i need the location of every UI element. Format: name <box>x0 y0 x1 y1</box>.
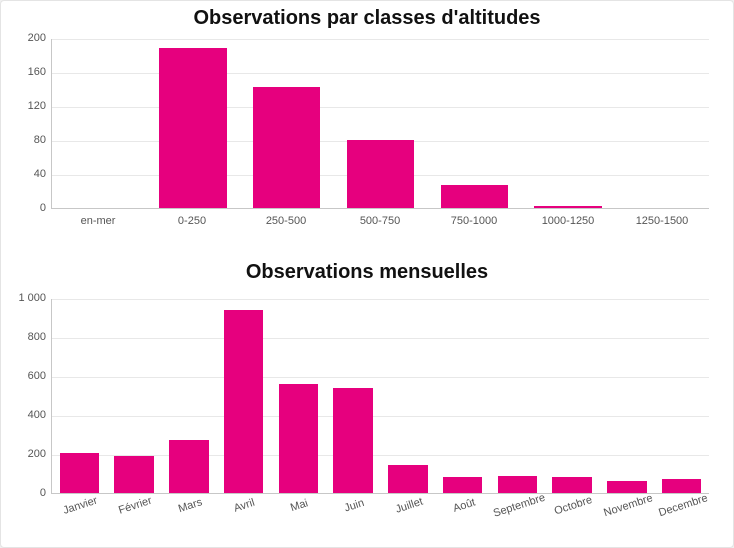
xtick-label: Mai <box>272 492 328 520</box>
xtick-label: Avril <box>217 492 273 520</box>
xtick-label: 500-750 <box>333 215 427 227</box>
bar <box>443 477 482 493</box>
xtick-label: Septembre <box>491 492 547 520</box>
bar <box>159 48 227 208</box>
xtick-label: Novembre <box>601 492 657 520</box>
ytick-label: 120 <box>28 100 52 112</box>
bar-slot <box>271 299 326 493</box>
bar-slot <box>600 299 655 493</box>
bar-slot <box>654 299 709 493</box>
bar <box>552 477 591 493</box>
xtick-label: 0-250 <box>145 215 239 227</box>
xtick-label: Decembre <box>655 492 711 520</box>
bar-slot <box>521 39 615 208</box>
xtick-label: Janvier <box>52 492 108 520</box>
ytick-label: 80 <box>34 134 52 146</box>
bar <box>441 185 509 208</box>
xtick-label: 750-1000 <box>427 215 521 227</box>
xtick-label: Juin <box>326 492 382 520</box>
bar-slot <box>52 39 146 208</box>
bar-slot <box>146 39 240 208</box>
bar-slot <box>615 39 709 208</box>
bar <box>224 310 263 493</box>
bar <box>534 206 602 208</box>
ytick-label: 1 000 <box>18 292 52 304</box>
bar-slot <box>381 299 436 493</box>
ytick-label: 40 <box>34 168 52 180</box>
bars <box>52 299 709 493</box>
bar <box>347 140 415 208</box>
bar <box>279 384 318 493</box>
xtick-label: 1250-1500 <box>615 215 709 227</box>
xtick-label: Mars <box>162 492 218 520</box>
xtick-label: 1000-1250 <box>521 215 615 227</box>
chart1-plot-area: 04080120160200 <box>51 39 709 209</box>
bar-slot <box>334 39 428 208</box>
bar <box>333 388 372 493</box>
bar-slot <box>490 299 545 493</box>
ytick-label: 600 <box>28 370 52 382</box>
xtick-label: Février <box>107 492 163 520</box>
chart1-title: Observations par classes d'altitudes <box>1 7 733 30</box>
bar-slot <box>326 299 381 493</box>
bar-slot <box>52 299 107 493</box>
bar-slot <box>545 299 600 493</box>
bar <box>388 465 427 493</box>
xtick-label: Août <box>436 492 492 520</box>
xtick-label: en-mer <box>51 215 145 227</box>
ytick-label: 200 <box>28 32 52 44</box>
bar <box>253 87 321 208</box>
ytick-label: 0 <box>40 202 52 214</box>
bar-slot <box>435 299 490 493</box>
bar <box>607 481 646 493</box>
ytick-label: 0 <box>40 487 52 499</box>
ytick-label: 800 <box>28 331 52 343</box>
xtick-label: Juillet <box>381 492 437 520</box>
bar-slot <box>107 299 162 493</box>
bar <box>498 476 537 493</box>
bar-slot <box>162 299 217 493</box>
xtick-label: 250-500 <box>239 215 333 227</box>
charts-card: Observations par classes d'altitudes 040… <box>0 0 734 548</box>
bar-slot <box>216 299 271 493</box>
bar-slot <box>427 39 521 208</box>
xtick-label: Octobre <box>546 492 602 520</box>
chart2-title: Observations mensuelles <box>1 261 733 284</box>
bar <box>662 479 701 493</box>
bar <box>60 453 99 493</box>
chart2-xlabels: JanvierFévrierMarsAvrilMaiJuinJuilletAoû… <box>51 500 709 512</box>
ytick-label: 400 <box>28 409 52 421</box>
ytick-label: 160 <box>28 66 52 78</box>
chart2-plot-area: 02004006008001 000 <box>51 299 709 494</box>
bar <box>114 456 153 493</box>
ytick-label: 200 <box>28 448 52 460</box>
chart1-xlabels: en-mer0-250250-500500-750750-10001000-12… <box>51 215 709 227</box>
bar <box>169 440 208 493</box>
bar-slot <box>240 39 334 208</box>
bars <box>52 39 709 208</box>
